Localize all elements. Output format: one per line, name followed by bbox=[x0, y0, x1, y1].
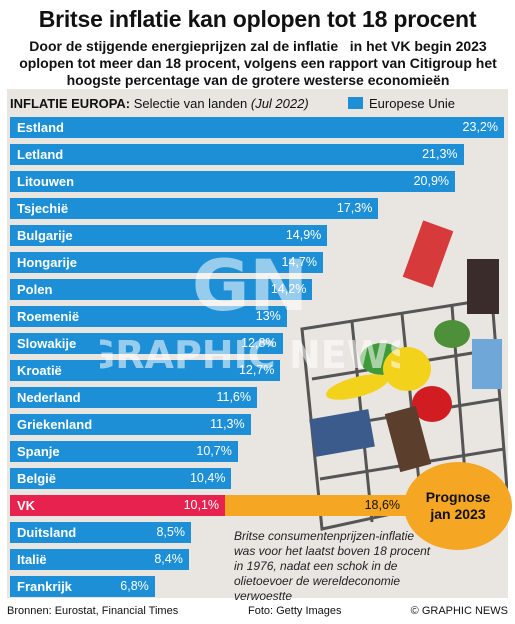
bar-label-vk: VK bbox=[17, 498, 36, 513]
chart-header: INFLATIE EUROPA: Selectie van landen (Ju… bbox=[10, 96, 309, 111]
bar-label-griekenland: Griekenland bbox=[17, 417, 93, 432]
bar-bulgarije bbox=[10, 225, 328, 246]
subtitle: Door de stijgende energieprijzen zal de … bbox=[19, 38, 497, 88]
bar-hongarije bbox=[10, 252, 323, 273]
bar-label-letland: Letland bbox=[17, 147, 64, 162]
bar-label-duitsland: Duitsland bbox=[17, 525, 77, 540]
forecast-callout: Prognose jan 2023 bbox=[404, 461, 512, 550]
bar-label-hongarije: Hongarije bbox=[17, 255, 77, 270]
bar-label-italie: Italië bbox=[17, 552, 47, 567]
bar-value-litouwen: 20,9% bbox=[413, 174, 450, 188]
legend-swatch bbox=[348, 97, 363, 109]
bar-label-belgie: België bbox=[17, 471, 57, 486]
source-text: Bronnen: Eurostat, Financial Times bbox=[7, 605, 179, 617]
bar-duitsland bbox=[10, 522, 191, 543]
shopping-basket-photo bbox=[300, 220, 508, 531]
bar-label-litouwen: Litouwen bbox=[17, 174, 75, 189]
chart-header-title: INFLATIE EUROPA: bbox=[10, 96, 131, 111]
bar-value-duitsland: 8,5% bbox=[156, 525, 185, 539]
historical-note: Britse consumentenprijzen-inflatie was v… bbox=[234, 529, 431, 603]
bar-slowakije bbox=[10, 333, 283, 354]
callout-title: Prognose bbox=[425, 488, 491, 505]
bar-label-kroatie: Kroatië bbox=[17, 363, 62, 378]
bar-label-spanje: Spanje bbox=[17, 444, 60, 459]
bar-spanje bbox=[10, 441, 238, 462]
bar-value-vk: 10,1% bbox=[183, 498, 220, 512]
bar-value-italie: 8,4% bbox=[154, 552, 183, 566]
bar-value-estland: 23,2% bbox=[462, 120, 498, 134]
chart-header-period: (Jul 2022) bbox=[250, 96, 309, 111]
bar-value-letland: 21,3% bbox=[422, 147, 458, 161]
bar-value-slowakije: 12,8% bbox=[241, 336, 277, 350]
bar-polen bbox=[10, 279, 313, 300]
bar-vk bbox=[10, 495, 226, 516]
photo-credit: Foto: Getty Images bbox=[248, 605, 342, 617]
bar-label-roemenie: Roemenië bbox=[17, 309, 80, 324]
legend-label: Europese Unie bbox=[369, 96, 455, 111]
headline: Britse inflatie kan oplopen tot 18 proce… bbox=[38, 6, 477, 32]
callout-date: jan 2023 bbox=[430, 505, 486, 522]
bar-value-bulgarije: 14,9% bbox=[285, 228, 322, 242]
bar-label-frankrijk: Frankrijk bbox=[17, 579, 72, 594]
bar-label-estland: Estland bbox=[17, 120, 64, 135]
forecast-value-label: 18,6% bbox=[364, 498, 401, 512]
bar-value-kroatie: 12,7% bbox=[238, 363, 275, 377]
bar-value-spanje: 10,7% bbox=[196, 444, 232, 458]
bar-griekenland bbox=[10, 414, 251, 435]
bar-label-bulgarije: Bulgarije bbox=[17, 228, 73, 243]
footer: Bronnen: Eurostat, Financial Times Foto:… bbox=[0, 601, 515, 624]
bar-belgie bbox=[10, 468, 232, 489]
bar-label-nederland: Nederland bbox=[17, 390, 81, 405]
bar-value-belgie: 10,4% bbox=[189, 471, 226, 485]
copyright-credit: © GRAPHIC NEWS bbox=[410, 605, 508, 617]
bar-value-polen: 14,2% bbox=[270, 282, 307, 296]
bar-value-nederland: 11,6% bbox=[216, 390, 251, 404]
bar-label-polen: Polen bbox=[17, 282, 53, 297]
bar-nederland bbox=[10, 387, 257, 408]
bar-kroatie bbox=[10, 360, 281, 381]
chart-header-subtitle: Selectie van landen bbox=[133, 96, 248, 111]
bar-italie bbox=[10, 549, 189, 570]
bar-label-tsjechie: Tsjechië bbox=[17, 201, 69, 216]
bar-value-hongarije: 14,7% bbox=[281, 255, 317, 269]
bar-litouwen bbox=[10, 171, 456, 192]
bar-estland bbox=[10, 117, 504, 138]
bar-value-tsjechie: 17,3% bbox=[336, 201, 373, 215]
bar-tsjechie bbox=[10, 198, 379, 219]
bar-label-slowakije: Slowakije bbox=[17, 336, 77, 351]
bar-value-griekenland: 11,3% bbox=[210, 417, 245, 431]
bar-value-roemenie: 13% bbox=[255, 309, 281, 323]
bar-value-frankrijk: 6,8% bbox=[120, 579, 149, 593]
bar-frankrijk bbox=[10, 576, 155, 597]
bar-letland bbox=[10, 144, 464, 165]
legend: Europese Unie bbox=[348, 96, 455, 111]
bar-roemenie bbox=[10, 306, 287, 327]
